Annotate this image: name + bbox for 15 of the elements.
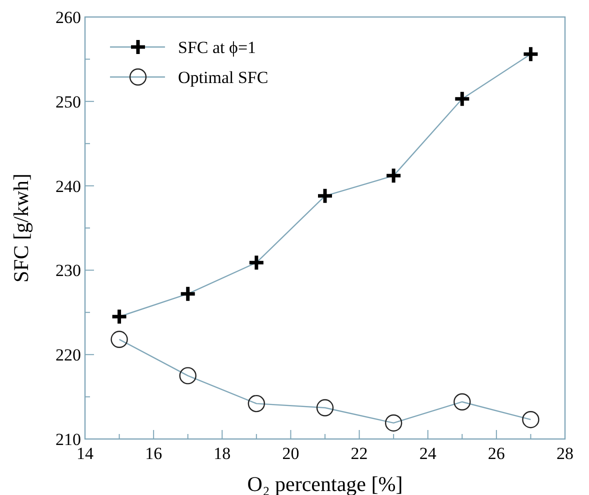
y-tick-label: 250 — [56, 92, 81, 112]
x-tick-label: 22 — [350, 444, 368, 463]
y-tick-label: 260 — [56, 8, 81, 27]
x-tick-label: 28 — [556, 444, 574, 463]
y-tick-label: 230 — [56, 261, 81, 280]
x-tick-label: 26 — [488, 444, 505, 463]
y-tick-label: 240 — [56, 176, 81, 196]
x-tick-label: 20 — [282, 444, 300, 463]
y-tick-label: 220 — [56, 346, 81, 365]
x-tick-label: 16 — [145, 444, 162, 463]
x-tick-label: 18 — [214, 444, 231, 463]
y-axis-title: SFC [g/kwh] — [9, 173, 33, 283]
legend-label: SFC at ϕ=1 — [178, 38, 256, 57]
legend-label: Optimal SFC — [178, 68, 268, 87]
x-tick-label: 24 — [419, 444, 437, 463]
